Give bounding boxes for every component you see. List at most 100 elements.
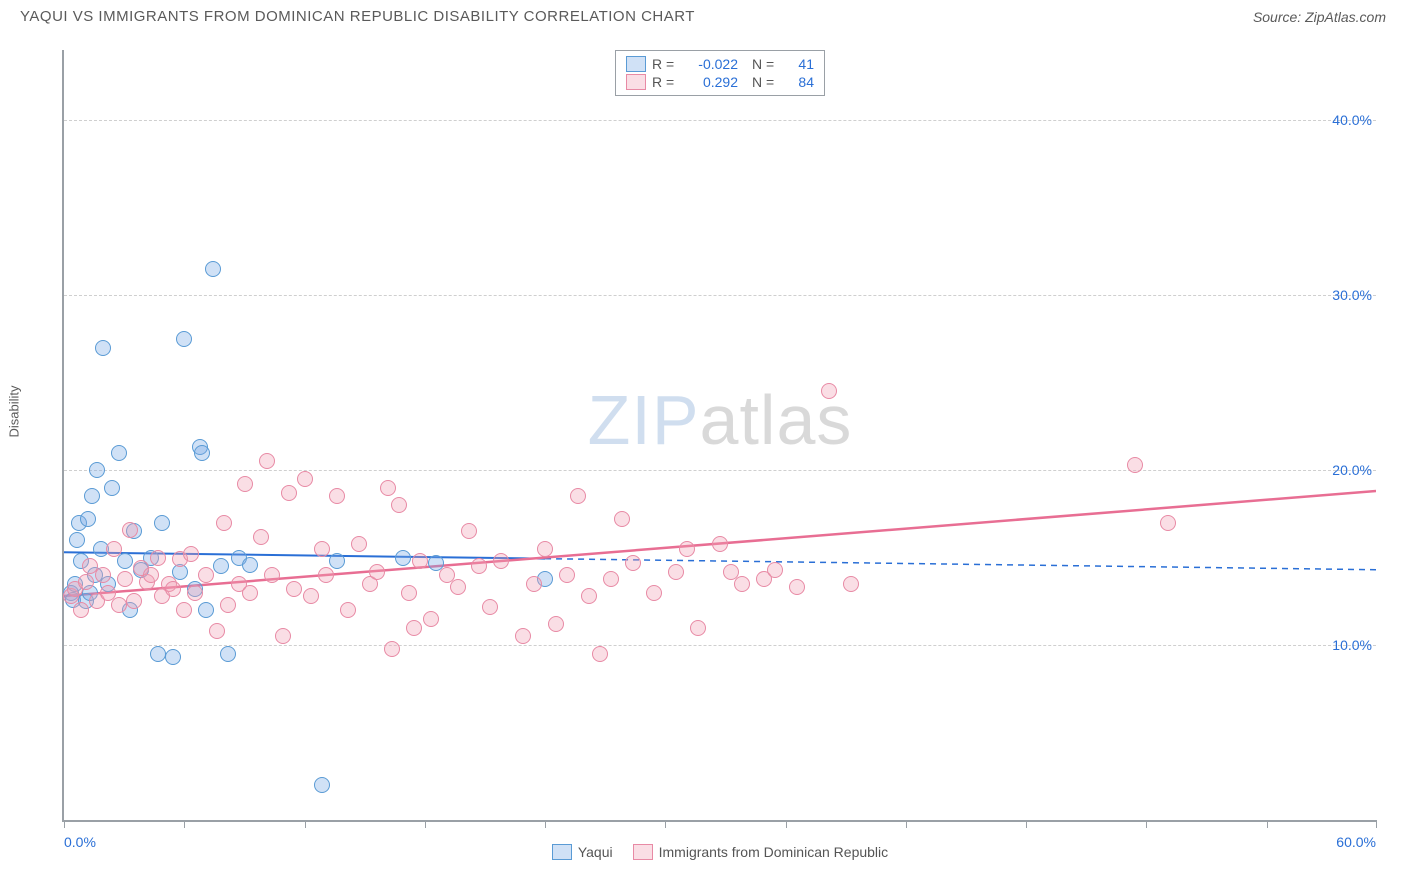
data-point — [401, 585, 417, 601]
data-point — [395, 550, 411, 566]
y-tick-label: 40.0% — [1332, 112, 1372, 128]
data-point — [625, 555, 641, 571]
data-point — [187, 585, 203, 601]
data-point — [95, 340, 111, 356]
data-point — [329, 553, 345, 569]
x-tick — [1376, 820, 1377, 828]
legend-r-label: R = — [652, 56, 680, 72]
data-point — [493, 553, 509, 569]
trend-lines — [64, 50, 1376, 820]
data-point — [165, 581, 181, 597]
data-point — [111, 445, 127, 461]
data-point — [559, 567, 575, 583]
data-point — [122, 522, 138, 538]
data-point — [259, 453, 275, 469]
data-point — [198, 567, 214, 583]
data-point — [690, 620, 706, 636]
data-point — [154, 515, 170, 531]
data-point — [391, 497, 407, 513]
data-point — [767, 562, 783, 578]
legend-n-label: N = — [752, 56, 780, 72]
data-point — [198, 602, 214, 618]
data-point — [581, 588, 597, 604]
legend-label: Immigrants from Dominican Republic — [659, 844, 889, 860]
legend-swatch — [626, 56, 646, 72]
data-point — [84, 488, 100, 504]
legend-swatch — [633, 844, 653, 860]
data-point — [78, 574, 94, 590]
data-point — [176, 331, 192, 347]
data-point — [209, 623, 225, 639]
data-point — [89, 462, 105, 478]
data-point — [450, 579, 466, 595]
legend-n-value: 84 — [786, 74, 814, 90]
x-tick — [305, 820, 306, 828]
legend-r-label: R = — [652, 74, 680, 90]
data-point — [789, 579, 805, 595]
data-point — [303, 588, 319, 604]
data-point — [314, 777, 330, 793]
x-tick — [64, 820, 65, 828]
legend-item: Immigrants from Dominican Republic — [633, 844, 889, 860]
data-point — [95, 567, 111, 583]
data-point — [314, 541, 330, 557]
data-point — [734, 576, 750, 592]
legend-row: R = -0.022 N = 41 — [626, 55, 814, 73]
correlation-legend: R = -0.022 N = 41R = 0.292 N = 84 — [615, 50, 825, 96]
plot-area: ZIPatlas R =-0.022N =41R =0.292N =84 Yaq… — [62, 50, 1376, 822]
x-tick — [184, 820, 185, 828]
data-point — [351, 536, 367, 552]
data-point — [482, 599, 498, 615]
x-tick — [1026, 820, 1027, 828]
data-point — [216, 515, 232, 531]
data-point — [592, 646, 608, 662]
data-point — [548, 616, 564, 632]
legend-n-value: 41 — [786, 56, 814, 72]
y-tick-label: 10.0% — [1332, 637, 1372, 653]
data-point — [412, 553, 428, 569]
data-point — [183, 546, 199, 562]
gridline — [64, 645, 1376, 646]
data-point — [712, 536, 728, 552]
data-point — [526, 576, 542, 592]
data-point — [281, 485, 297, 501]
x-tick-label: 0.0% — [64, 834, 96, 850]
data-point — [194, 445, 210, 461]
data-point — [104, 480, 120, 496]
x-tick — [906, 820, 907, 828]
data-point — [220, 646, 236, 662]
data-point — [176, 602, 192, 618]
data-point — [603, 571, 619, 587]
gridline — [64, 470, 1376, 471]
data-point — [205, 261, 221, 277]
legend-row: R =0.292N =84 — [626, 73, 814, 91]
data-point — [423, 611, 439, 627]
data-point — [297, 471, 313, 487]
legend-r-value: -0.022 — [686, 56, 738, 72]
data-point — [143, 567, 159, 583]
data-point — [275, 628, 291, 644]
y-axis-label: Disability — [7, 385, 22, 437]
x-tick — [545, 820, 546, 828]
data-point — [570, 488, 586, 504]
data-point — [369, 564, 385, 580]
data-point — [150, 646, 166, 662]
chart-container: Disability ZIPatlas R =-0.022N =41R =0.2… — [20, 40, 1386, 872]
gridline — [64, 120, 1376, 121]
trend-line-solid — [64, 552, 545, 558]
data-point — [213, 558, 229, 574]
series-legend: Yaqui Immigrants from Dominican Republic — [64, 844, 1376, 860]
data-point — [80, 511, 96, 527]
data-point — [843, 576, 859, 592]
legend-label: Yaqui — [578, 844, 613, 860]
legend-r-value: 0.292 — [686, 74, 738, 90]
x-tick — [786, 820, 787, 828]
x-tick — [1146, 820, 1147, 828]
data-point — [614, 511, 630, 527]
data-point — [537, 541, 553, 557]
x-tick — [1267, 820, 1268, 828]
legend-swatch — [552, 844, 572, 860]
data-point — [679, 541, 695, 557]
data-point — [380, 480, 396, 496]
x-tick — [665, 820, 666, 828]
